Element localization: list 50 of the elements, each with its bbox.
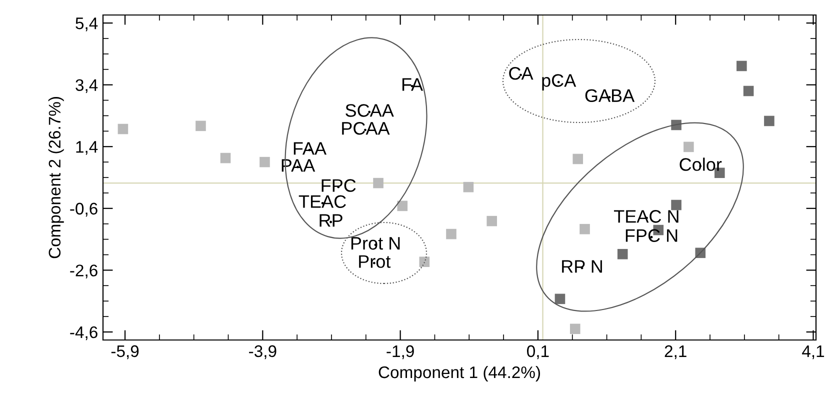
data-label: RP: [320, 214, 342, 227]
data-label: FPC N: [626, 229, 678, 242]
y-tick-label: -0,6: [70, 202, 98, 217]
x-tick-label: 4,1: [802, 345, 824, 360]
x-tick-label: 2,1: [664, 345, 686, 360]
data-label: TEAC: [298, 195, 346, 208]
point: [118, 124, 128, 134]
point: [764, 116, 774, 126]
y-tick-label: 1,4: [76, 141, 98, 155]
point: [743, 86, 754, 96]
point: [397, 200, 408, 212]
y-tick-label: 5,4: [76, 18, 98, 32]
point: [196, 120, 206, 132]
data-label: TEAC N: [614, 210, 678, 223]
point: [570, 324, 580, 334]
point: [684, 142, 694, 152]
y-tick-label: -4,6: [70, 326, 98, 340]
data-label: Prot N: [351, 237, 400, 250]
data-label: RP N: [562, 260, 602, 273]
point: [446, 228, 456, 240]
x-tick-label: 0,1: [527, 345, 549, 360]
data-label: Color: [680, 158, 722, 171]
point: [220, 152, 231, 164]
x-tick-label: -3,9: [249, 345, 276, 360]
x-axis-title: Component 1 (44.2%): [378, 366, 540, 382]
point: [736, 60, 747, 72]
x-tick-label: -1,9: [386, 345, 414, 360]
point: [554, 294, 566, 304]
data-label: FPC: [322, 179, 356, 192]
point: [671, 200, 682, 210]
data-label: SCAA: [346, 104, 394, 117]
data-label: Prot: [359, 255, 391, 268]
data-label: FA: [402, 78, 424, 91]
x-tick-label: -5,9: [111, 345, 139, 360]
point: [617, 248, 628, 260]
y-tick-label: 3,4: [76, 79, 98, 93]
data-label: PCAA: [342, 122, 390, 135]
data-label: GABA: [585, 89, 635, 102]
data-label: FAA: [294, 142, 326, 155]
point: [260, 156, 270, 168]
data-label: pCA: [542, 74, 576, 90]
point: [373, 178, 384, 188]
point: [572, 154, 584, 164]
point: [580, 224, 590, 234]
data-label: CA: [509, 66, 534, 80]
point: [419, 256, 430, 267]
point: [463, 182, 474, 192]
y-tick-label: -2,6: [70, 264, 98, 278]
y-axis-title: Component 2 (26.7%): [48, 97, 64, 258]
point: [486, 216, 497, 226]
